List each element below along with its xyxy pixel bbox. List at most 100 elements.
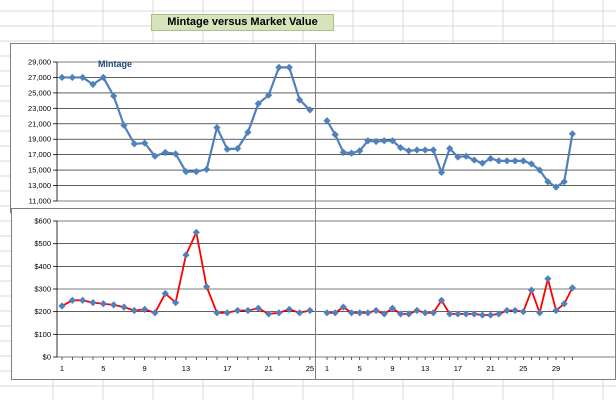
mintage-chart-left[interactable]: 29,000 27,000 25,000 23,000 21,000 19,000 17,0… bbox=[10, 43, 322, 213]
data-point-marker[interactable] bbox=[421, 146, 429, 154]
data-point-marker[interactable] bbox=[331, 130, 339, 139]
data-point-marker[interactable] bbox=[68, 296, 76, 304]
data-point-marker[interactable] bbox=[254, 304, 262, 312]
data-point-marker[interactable] bbox=[306, 106, 314, 114]
data-point-marker[interactable] bbox=[295, 309, 304, 317]
data-point-marker[interactable] bbox=[151, 152, 159, 160]
data-point-marker[interactable] bbox=[58, 302, 66, 310]
data-point-marker[interactable] bbox=[234, 306, 242, 315]
data-point-marker[interactable] bbox=[110, 92, 118, 100]
data-point-marker[interactable] bbox=[372, 137, 380, 146]
value-chart-right[interactable]: 1 5 9 13 17 21 25 29 bbox=[315, 208, 616, 380]
data-point-marker[interactable] bbox=[223, 309, 231, 317]
data-point-marker[interactable] bbox=[120, 303, 128, 311]
mintage-chart-right[interactable] bbox=[315, 43, 616, 213]
data-point-marker[interactable] bbox=[527, 286, 536, 294]
data-point-marker[interactable] bbox=[454, 310, 462, 318]
data-point-marker[interactable] bbox=[495, 157, 503, 165]
data-point-marker[interactable] bbox=[397, 310, 405, 318]
data-point-marker[interactable] bbox=[388, 137, 397, 145]
data-point-marker[interactable] bbox=[413, 306, 421, 315]
x-tick-label: 25 bbox=[306, 364, 314, 373]
data-point-marker[interactable] bbox=[213, 124, 221, 132]
data-point-marker[interactable] bbox=[120, 121, 128, 129]
data-point-marker[interactable] bbox=[470, 156, 478, 164]
data-point-marker[interactable] bbox=[275, 63, 283, 72]
data-point-marker[interactable] bbox=[213, 309, 221, 317]
data-point-marker[interactable] bbox=[323, 309, 331, 317]
data-point-marker[interactable] bbox=[110, 301, 118, 309]
data-point-marker[interactable] bbox=[421, 309, 429, 317]
x-tick-label: 9 bbox=[143, 364, 147, 373]
data-point-marker[interactable] bbox=[275, 309, 283, 317]
data-point-marker[interactable] bbox=[560, 300, 568, 308]
data-point-marker[interactable] bbox=[519, 308, 527, 316]
y-tick-label: 15,000 bbox=[28, 166, 51, 175]
data-point-marker[interactable] bbox=[503, 306, 511, 315]
data-point-marker[interactable] bbox=[388, 304, 397, 312]
data-point-marker[interactable] bbox=[99, 300, 107, 308]
data-point-marker[interactable] bbox=[182, 168, 190, 176]
data-point-marker[interactable] bbox=[203, 165, 211, 173]
data-point-marker[interactable] bbox=[151, 309, 159, 317]
data-point-marker[interactable] bbox=[161, 148, 169, 156]
data-point-marker[interactable] bbox=[192, 168, 200, 176]
data-point-marker[interactable] bbox=[244, 306, 252, 315]
data-point-marker[interactable] bbox=[99, 73, 107, 82]
x-tick-label: 25 bbox=[519, 364, 527, 373]
data-point-marker[interactable] bbox=[323, 117, 331, 125]
data-point-marker[interactable] bbox=[372, 306, 380, 315]
data-point-marker[interactable] bbox=[68, 73, 76, 82]
data-point-marker[interactable] bbox=[182, 251, 190, 259]
value-chart-right-plot: 1 5 9 13 17 21 25 29 bbox=[316, 220, 615, 373]
data-point-marker[interactable] bbox=[89, 299, 97, 307]
data-point-marker[interactable] bbox=[380, 137, 388, 145]
data-point-marker[interactable] bbox=[339, 148, 347, 156]
data-point-marker[interactable] bbox=[519, 157, 527, 165]
data-point-marker[interactable] bbox=[462, 310, 470, 318]
data-point-marker[interactable] bbox=[568, 284, 576, 292]
data-point-marker[interactable] bbox=[429, 146, 437, 154]
data-point-marker[interactable] bbox=[295, 96, 304, 104]
data-point-marker[interactable] bbox=[568, 130, 576, 138]
x-tick-label: 1 bbox=[60, 364, 64, 373]
data-point-marker[interactable] bbox=[356, 309, 364, 317]
data-point-marker[interactable] bbox=[306, 306, 314, 315]
data-point-marker[interactable] bbox=[203, 283, 211, 291]
data-point-marker[interactable] bbox=[478, 311, 487, 319]
data-point-marker[interactable] bbox=[79, 296, 87, 304]
data-point-marker[interactable] bbox=[511, 306, 519, 315]
data-point-marker[interactable] bbox=[79, 73, 87, 82]
value-chart-left[interactable]: $600 $500 $400 $300 $200 $100 $0 1 5 9 13 17 21 25 bbox=[11, 208, 326, 380]
data-point-marker[interactable] bbox=[58, 73, 66, 82]
data-point-marker[interactable] bbox=[347, 149, 356, 157]
data-point-marker[interactable] bbox=[364, 309, 372, 317]
data-point-marker[interactable] bbox=[331, 309, 339, 317]
data-point-marker[interactable] bbox=[446, 144, 454, 153]
data-point-marker[interactable] bbox=[487, 311, 495, 319]
data-point-marker[interactable] bbox=[285, 63, 293, 72]
data-point-marker[interactable] bbox=[130, 306, 138, 315]
data-point-marker[interactable] bbox=[89, 80, 97, 88]
data-point-marker[interactable] bbox=[536, 166, 544, 174]
data-point-marker[interactable] bbox=[413, 146, 421, 154]
data-point-marker[interactable] bbox=[511, 157, 519, 165]
data-point-marker[interactable] bbox=[527, 160, 536, 168]
data-point-marker[interactable] bbox=[503, 157, 511, 165]
y-tick-label: 23,000 bbox=[28, 104, 51, 113]
data-point-marker[interactable] bbox=[192, 228, 200, 236]
data-point-marker[interactable] bbox=[130, 140, 138, 148]
x-tick-label: 13 bbox=[182, 364, 190, 373]
data-point-marker[interactable] bbox=[544, 275, 552, 283]
data-point-marker[interactable] bbox=[397, 144, 405, 152]
data-point-marker[interactable] bbox=[244, 128, 252, 136]
data-point-marker[interactable] bbox=[223, 145, 231, 153]
data-point-marker[interactable] bbox=[454, 153, 462, 161]
data-point-marker[interactable] bbox=[544, 178, 552, 186]
data-point-marker[interactable] bbox=[234, 144, 242, 153]
data-point-marker[interactable] bbox=[172, 150, 180, 158]
data-point-marker[interactable] bbox=[462, 152, 470, 160]
data-point-marker[interactable] bbox=[141, 139, 149, 147]
data-point-marker[interactable] bbox=[405, 147, 413, 155]
data-point-marker[interactable] bbox=[536, 309, 544, 317]
